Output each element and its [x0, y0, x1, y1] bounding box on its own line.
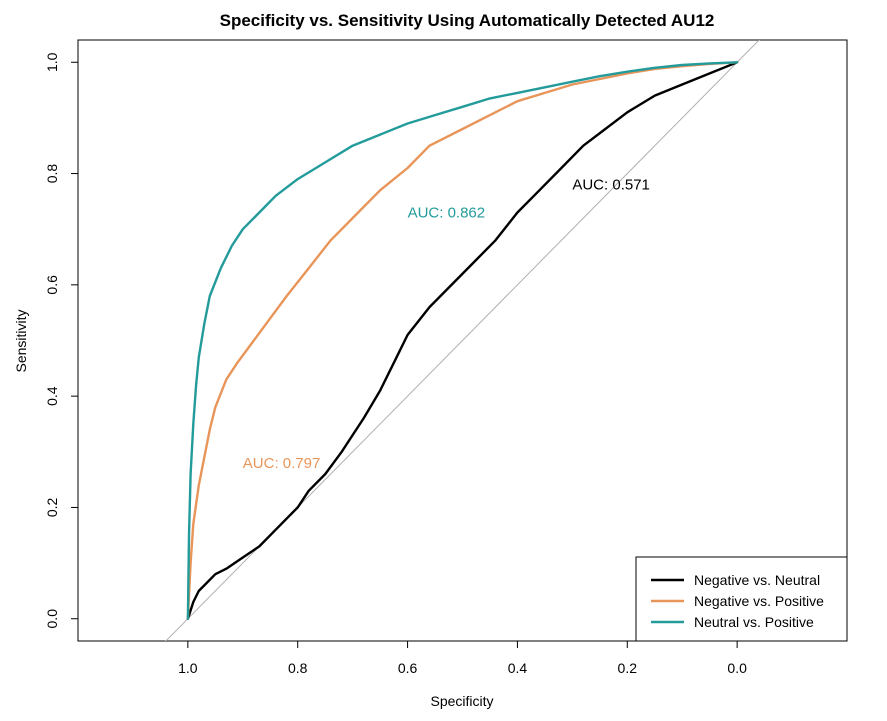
y-tick-label: 1.0: [44, 52, 60, 72]
x-axis-label: Specificity: [430, 693, 493, 709]
x-tick-label: 0.0: [727, 660, 747, 676]
auc-label-3: AUC: 0.862: [408, 205, 486, 222]
x-tick-label: 0.8: [288, 660, 308, 676]
x-tick-label: 0.2: [618, 660, 638, 676]
x-axis: 1.0 0.8 0.6 0.4 0.2 0.0: [178, 640, 747, 676]
roc-curve-1: [186, 61, 739, 620]
x-tick-label: 0.4: [508, 660, 528, 676]
chart-title: Specificity vs. Sensitivity Using Automa…: [220, 11, 715, 30]
y-axis-label: Sensitivity: [13, 309, 29, 372]
reference-diagonal: [165, 40, 760, 641]
y-tick-label: 0.0: [44, 609, 60, 629]
y-tick-label: 0.8: [44, 164, 60, 184]
roc-curve-2: [186, 61, 739, 620]
auc-label-2: AUC: 0.797: [243, 455, 321, 472]
legend-label-2: Negative vs. Positive: [694, 593, 824, 609]
legend-label-1: Negative vs. Neutral: [694, 572, 820, 588]
roc-curves: [186, 61, 739, 620]
roc-curve-3: [186, 61, 739, 620]
y-tick-label: 0.6: [44, 275, 60, 295]
y-tick-label: 0.2: [44, 498, 60, 518]
legend: Negative vs. Neutral Negative vs. Positiv…: [635, 556, 848, 642]
diagonal-layer: [165, 40, 760, 641]
auc-label-1: AUC: 0.571: [572, 177, 650, 194]
x-tick-label: 0.6: [398, 660, 418, 676]
legend-label-3: Neutral vs. Positive: [694, 614, 814, 630]
y-axis: 0.0 0.2 0.4 0.6 0.8 1.0: [44, 52, 79, 629]
y-tick-label: 0.4: [44, 386, 60, 406]
x-tick-label: 1.0: [178, 660, 198, 676]
legend-box: [635, 556, 848, 642]
auc-labels: AUC: 0.571 AUC: 0.797 AUC: 0.862: [243, 177, 650, 472]
